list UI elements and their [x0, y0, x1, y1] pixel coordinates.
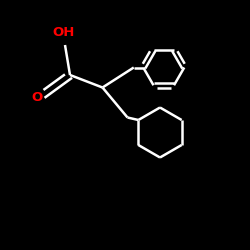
- Text: O: O: [32, 91, 42, 104]
- Text: OH: OH: [52, 26, 75, 39]
